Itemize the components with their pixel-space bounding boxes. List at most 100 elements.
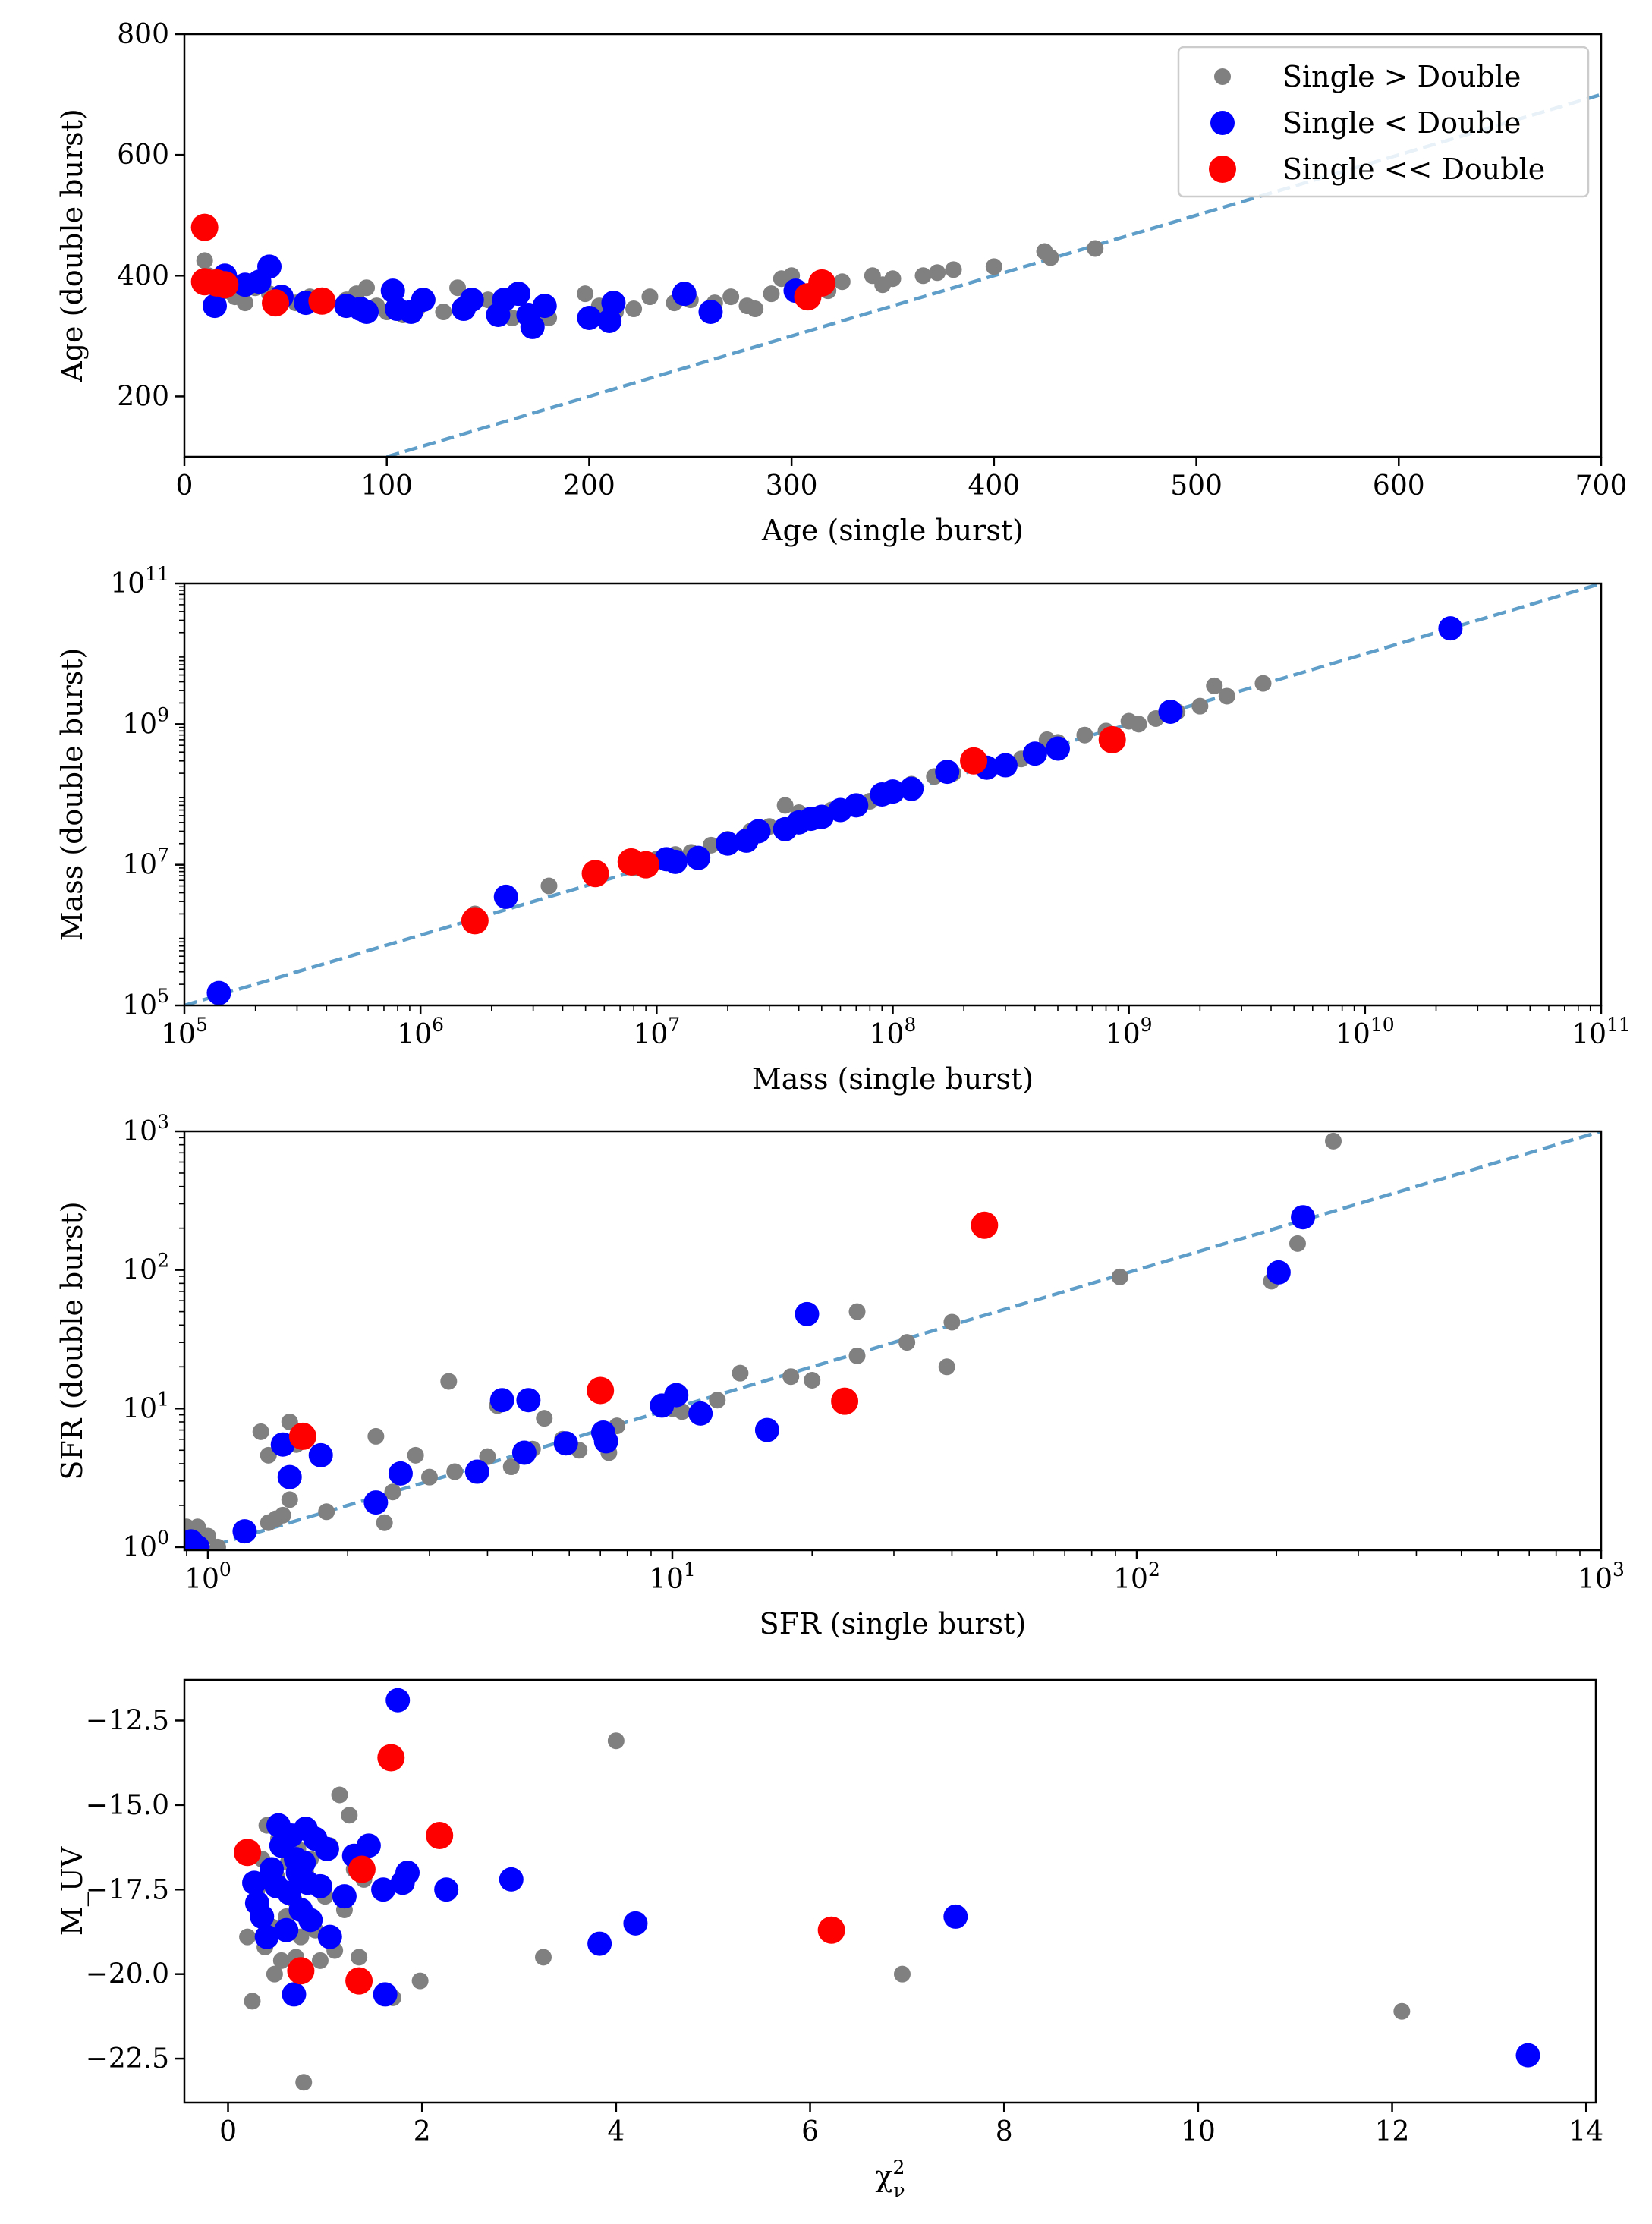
one-to-one-line xyxy=(184,584,1601,1005)
point-blue xyxy=(464,1459,489,1484)
point-grey xyxy=(479,1448,496,1465)
y-tick-label: −12.5 xyxy=(86,1705,169,1736)
point-blue xyxy=(686,845,711,870)
point-grey xyxy=(848,1303,866,1320)
point-blue xyxy=(308,1442,333,1467)
point-blue xyxy=(698,300,723,325)
point-grey xyxy=(625,300,643,318)
y-tick-label: 1011 xyxy=(110,563,169,599)
point-grey xyxy=(244,1993,261,2010)
point-red xyxy=(190,213,219,241)
point-blue xyxy=(1438,616,1463,641)
point-grey xyxy=(252,1423,269,1440)
y-tick-label: −15.0 xyxy=(86,1790,169,1821)
point-grey xyxy=(884,270,902,288)
point-red xyxy=(808,269,836,297)
y-tick-label: 103 xyxy=(122,1111,169,1147)
x-tick-label: 6 xyxy=(801,2116,819,2147)
point-red xyxy=(632,851,660,879)
y-tick-label: 200 xyxy=(117,381,169,412)
point-blue xyxy=(282,1982,307,2007)
point-grey xyxy=(1289,1235,1306,1252)
point-blue xyxy=(395,1860,420,1885)
point-blue xyxy=(520,314,545,339)
point-grey xyxy=(272,1952,290,1969)
point-blue xyxy=(1291,1205,1316,1230)
points xyxy=(190,213,1104,339)
panel-1: 0 100 200 300 400 500 600 700 200 400 600 800 Age (s… xyxy=(55,19,1628,547)
point-blue xyxy=(373,1982,398,2007)
point-grey xyxy=(1325,1132,1342,1150)
y-tick-label: 102 xyxy=(122,1250,169,1286)
x-tick-label: 103 xyxy=(1578,1559,1625,1595)
y-axis-label: M_UV xyxy=(55,1846,90,1936)
x-axis-label: SFR (single burst) xyxy=(760,1607,1027,1640)
point-red xyxy=(960,747,988,775)
point-red xyxy=(817,1916,845,1944)
point-grey xyxy=(407,1446,424,1464)
point-blue xyxy=(459,288,484,313)
x-tick-label: 0 xyxy=(219,2116,237,2147)
point-grey xyxy=(367,1427,385,1445)
point-blue xyxy=(270,1432,295,1457)
point-red xyxy=(971,1211,999,1239)
point-grey xyxy=(1393,2002,1411,2020)
point-blue xyxy=(317,1924,342,1949)
point-grey xyxy=(351,1949,368,1966)
x-tick-label: 10 xyxy=(1181,2116,1216,2147)
point-grey xyxy=(239,1928,256,1946)
point-grey xyxy=(943,1313,961,1331)
point-blue xyxy=(935,760,960,785)
point-grey xyxy=(266,1965,283,1983)
point-blue xyxy=(593,1429,618,1454)
point-grey xyxy=(673,1403,691,1420)
point-blue xyxy=(242,1870,267,1895)
point-blue xyxy=(1266,1260,1291,1285)
point-blue xyxy=(795,1301,820,1326)
point-grey xyxy=(420,1468,438,1486)
legend-marker-grey xyxy=(1214,68,1231,85)
y-tick-label: 100 xyxy=(122,1527,169,1563)
point-blue xyxy=(1022,741,1047,766)
point-red xyxy=(308,287,336,315)
point-grey xyxy=(804,1372,821,1389)
axes-frame xyxy=(183,33,1603,458)
point-grey xyxy=(985,258,1002,275)
x-tick-label: 12 xyxy=(1375,2116,1410,2147)
point-blue xyxy=(1045,736,1070,761)
point-grey xyxy=(709,1392,726,1409)
axes-frame xyxy=(183,1678,1597,2104)
point-grey xyxy=(209,1538,226,1550)
x-axis-label: Mass (single burst) xyxy=(752,1062,1034,1096)
points xyxy=(206,616,1463,1005)
legend-label-blue: Single < Double xyxy=(1282,106,1521,140)
point-red xyxy=(211,271,239,299)
point-grey xyxy=(747,300,764,318)
point-grey xyxy=(260,1446,277,1464)
point-red xyxy=(345,1967,373,1995)
point-blue xyxy=(388,1461,413,1486)
point-grey xyxy=(722,288,740,306)
point-grey xyxy=(607,1732,625,1750)
legend-label-red: Single << Double xyxy=(1282,153,1545,186)
point-blue xyxy=(1158,700,1183,725)
y-axis-label: SFR (double burst) xyxy=(55,1201,89,1480)
point-blue xyxy=(601,291,626,316)
legend-marker-red xyxy=(1209,156,1236,183)
x-tick-label: 700 xyxy=(1575,470,1628,502)
x-tick-label: 102 xyxy=(1113,1559,1160,1595)
point-blue xyxy=(277,1464,302,1489)
one-to-one-line xyxy=(197,1131,1601,1550)
y-tick-label: −20.0 xyxy=(86,1959,169,1990)
point-grey xyxy=(331,1786,348,1804)
panel-3: 100 101 102 103 100 101 102 103 SFR (single burs… xyxy=(55,1111,1625,1640)
point-grey xyxy=(577,285,594,303)
x-tick-label: 101 xyxy=(649,1559,696,1595)
point-blue xyxy=(363,1490,389,1515)
point-red xyxy=(581,860,609,888)
point-blue xyxy=(1515,2043,1540,2068)
point-red xyxy=(587,1376,615,1405)
x-tick-label: 107 xyxy=(633,1014,680,1050)
point-blue xyxy=(880,779,905,804)
point-blue xyxy=(672,282,697,307)
